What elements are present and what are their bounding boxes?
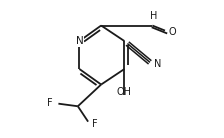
Text: OH: OH bbox=[117, 87, 132, 97]
Text: O: O bbox=[169, 27, 176, 37]
Text: N: N bbox=[154, 59, 161, 69]
Text: F: F bbox=[92, 119, 97, 129]
Text: N: N bbox=[75, 36, 83, 46]
Text: H: H bbox=[150, 11, 158, 21]
Text: F: F bbox=[47, 98, 53, 108]
